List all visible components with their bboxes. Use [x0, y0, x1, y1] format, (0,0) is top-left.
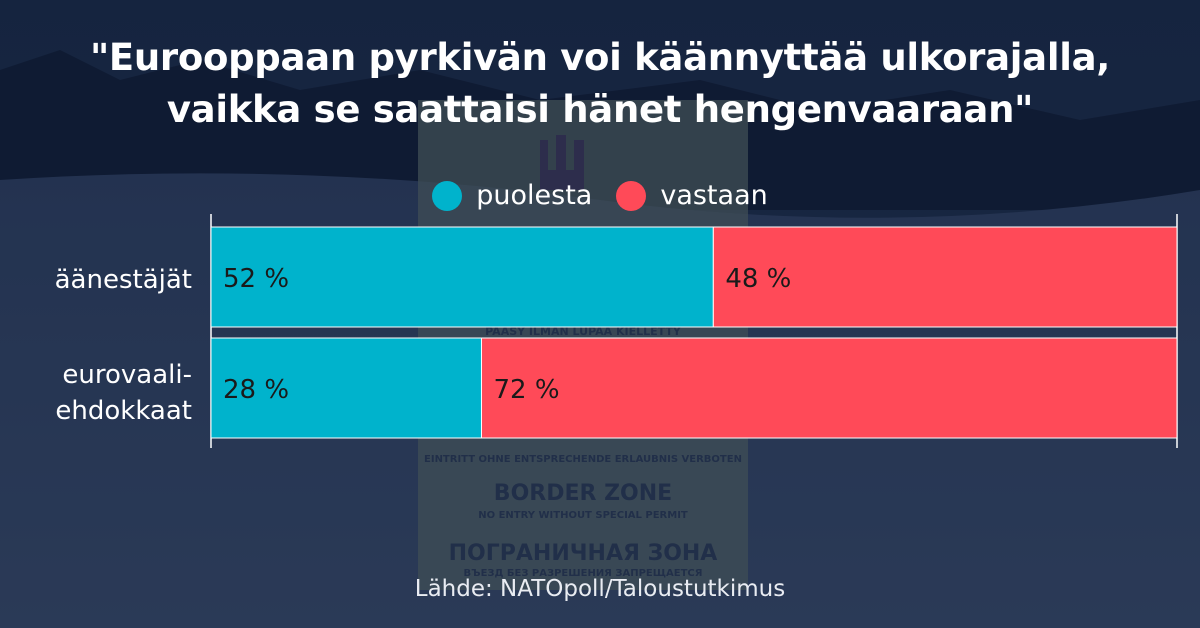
- svg-text:NO ENTRY WITHOUT SPECIAL PERMI: NO ENTRY WITHOUT SPECIAL PERMIT: [478, 510, 688, 521]
- bar-puolesta-0: [210, 226, 714, 328]
- data-label-puolesta-1: 28 %: [223, 375, 289, 405]
- legend-item-puolesta: puolesta: [432, 180, 592, 211]
- category-label-eurovaaliehdokkaat: eurovaali- ehdokkaat: [55, 357, 192, 429]
- title-line-1: "Eurooppaan pyrkivän voi käännyttää ulko…: [89, 36, 1111, 79]
- bar-vastaan-0: [712, 226, 1178, 328]
- svg-text:EINTRITT OHNE ENTSPRECHENDE ER: EINTRITT OHNE ENTSPRECHENDE ERLAUBNIS VE…: [424, 454, 742, 465]
- legend-label-puolesta: puolesta: [476, 180, 593, 211]
- category-label-aanestajat: äänestäjät: [55, 262, 192, 298]
- bar-puolesta-1: [210, 337, 482, 439]
- legend-label-vastaan: vastaan: [660, 180, 768, 211]
- legend-swatch-vastaan: [616, 180, 647, 211]
- source-note: Lähde: NATOpoll/Taloustutkimus: [414, 576, 786, 602]
- chart-title: "Eurooppaan pyrkivän voi käännyttää ulko…: [0, 32, 1200, 136]
- data-label-vastaan-1: 72 %: [493, 375, 559, 405]
- category-label-line: eurovaali-: [62, 360, 192, 390]
- data-label-vastaan-0: 48 %: [725, 264, 791, 294]
- legend-item-vastaan: vastaan: [616, 180, 768, 211]
- svg-text:ПОГРАНИЧНАЯ ЗОНА: ПОГРАНИЧНАЯ ЗОНА: [449, 541, 718, 566]
- legend: puolesta vastaan: [0, 180, 1200, 211]
- category-label-line: äänestäjät: [54, 265, 192, 295]
- hand-icon: [540, 135, 584, 190]
- legend-swatch-puolesta: [432, 180, 463, 211]
- category-label-line: ehdokkaat: [55, 396, 192, 426]
- svg-text:ВЪЕЗД БЕЗ РАЗРЕШЕНИЯ ЗАПРЕЩАЕТ: ВЪЕЗД БЕЗ РАЗРЕШЕНИЯ ЗАПРЕЩАЕТСЯ: [464, 568, 703, 579]
- data-label-puolesta-0: 52 %: [223, 264, 289, 294]
- bar-vastaan-1: [480, 337, 1178, 439]
- title-line-2: vaikka se saattaisi hänet hengenvaaraan": [166, 88, 1034, 131]
- svg-text:BORDER ZONE: BORDER ZONE: [494, 481, 672, 506]
